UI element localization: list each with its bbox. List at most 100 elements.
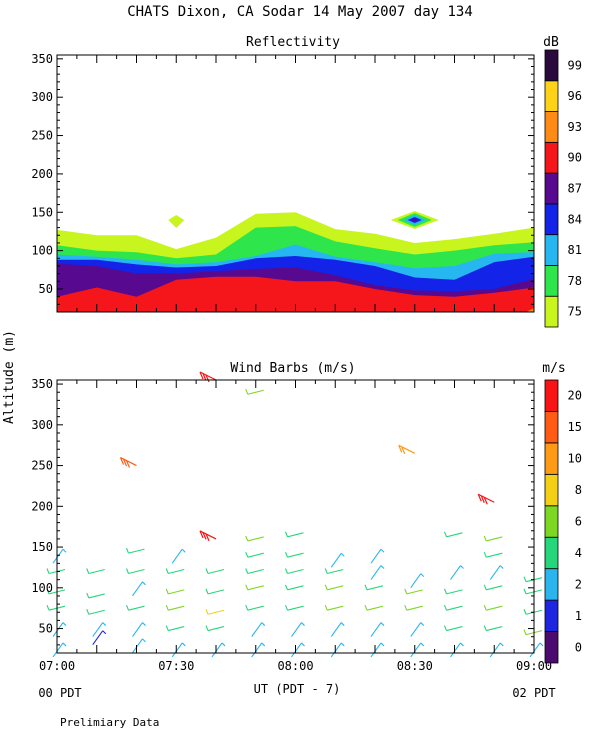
wind-barb-shaft (88, 568, 105, 575)
colorbar-segment (544, 411, 559, 444)
wind-barb-flag (62, 622, 67, 626)
wind-barb-flag (380, 642, 385, 647)
wind-barb (284, 584, 304, 591)
wind-colorbar: 0 1 2 4 6 8 10 15 20 (544, 379, 582, 664)
wind-barb (450, 565, 464, 580)
wind-barb-flag (539, 642, 544, 647)
wind-barb (370, 548, 385, 564)
wind-barb-flag (404, 588, 408, 595)
colorbar-segment (544, 141, 559, 174)
y-tick-label: 150 (31, 205, 53, 219)
x-right-sub-label: 02 PDT (512, 686, 555, 700)
wind-barb-flag (483, 552, 487, 558)
wind-barb-shaft (207, 568, 225, 575)
colorbar-tick-label: 90 (568, 151, 582, 165)
y-tick-label: 150 (31, 540, 53, 554)
wind-barb (410, 573, 425, 588)
wind-barb-flag (380, 548, 385, 553)
wind-barb-shaft (171, 642, 183, 658)
wind-barb (165, 568, 185, 575)
wind-barb (171, 548, 186, 564)
wind-barb-shaft (446, 532, 463, 538)
x-tick-label: 08:30 (397, 659, 433, 673)
wind-barb (330, 642, 345, 658)
wind-barb-shaft (291, 622, 302, 637)
colorbar-segment (544, 473, 559, 507)
reflectivity-colorbar-units: dB (543, 35, 559, 50)
reflectivity-sliver (526, 308, 534, 312)
wind-barb-flag (364, 604, 368, 611)
wind-axes: 50 100 150 200 250 300 350 07:00 07:30 08:00 08:30… (31, 377, 552, 673)
wind-barb-flag (245, 604, 249, 611)
wind-barb-flag (86, 592, 90, 599)
wind-barb-shaft (446, 626, 463, 632)
colorbar-segment (544, 49, 559, 82)
wind-barb-flag (380, 622, 385, 626)
wind-barb-shaft (168, 605, 185, 611)
x-tick-label: 07:30 (158, 659, 194, 673)
wind-barb (125, 604, 145, 611)
y-tick-label: 300 (31, 90, 53, 104)
wind-barb-flag (205, 609, 209, 615)
wind-barb-flag (125, 568, 130, 574)
wind-barb-shaft (477, 493, 495, 503)
wind-barb-flag (86, 609, 90, 615)
colorbar-tick-label: 15 (568, 420, 582, 434)
colorbar-segment (544, 631, 559, 664)
wind-barb (245, 584, 264, 591)
wind-barb-shaft (88, 609, 105, 615)
wind-barb-shaft (168, 589, 185, 595)
reflectivity-axes: 50 100 150 200 250 300 350 (31, 52, 535, 313)
y-tick-label: 50 (39, 282, 53, 296)
wind-barb-flag (523, 576, 527, 582)
wind-barb-shaft (287, 552, 304, 558)
wind-barb-flag (380, 565, 385, 569)
wind-barb-shaft (168, 626, 185, 632)
wind-barb-flag (340, 642, 345, 647)
wind-barb (291, 642, 305, 658)
wind-barb (291, 622, 305, 637)
wind-barb-shaft (247, 552, 264, 558)
y-tick-label: 250 (31, 459, 53, 473)
wind-barb (370, 565, 385, 580)
colorbar-segment (544, 536, 559, 570)
colorbar-tick-label: 87 (568, 182, 582, 196)
wind-barb-flag (284, 552, 289, 558)
wind-barb-flag (199, 530, 204, 539)
wind-barb (165, 625, 185, 632)
wind-barb-flag (62, 548, 67, 553)
wind-barb-shaft (287, 568, 304, 575)
wind-barb-shaft (207, 589, 225, 595)
wind-barb (199, 530, 217, 542)
wind-barb (245, 389, 264, 395)
y-tick-label: 100 (31, 244, 53, 258)
wind-barb-flag (284, 584, 289, 591)
reflectivity-core-ring (411, 218, 418, 222)
y-tick-label: 300 (31, 418, 53, 432)
colorbar-segment (544, 379, 559, 412)
wind-barb-flag (202, 373, 207, 381)
wind-barb-shaft (171, 548, 183, 564)
wind-barb-flag (199, 371, 204, 380)
wind-barb (443, 531, 463, 538)
wind-barb (119, 457, 137, 468)
wind-barb-flag (165, 604, 169, 611)
y-axis-label: Altitude (m) (2, 330, 17, 424)
wind-barb (443, 604, 463, 611)
colorbar-tick-label: 4 (575, 546, 582, 560)
wind-barb (245, 604, 264, 611)
wind-barb-flag (404, 604, 408, 611)
wind-barb (92, 630, 107, 646)
y-tick-label: 200 (31, 499, 53, 513)
wind-barb (245, 568, 264, 575)
x-left-sub-label: 00 PDT (38, 686, 81, 700)
wind-barb-shaft (327, 585, 344, 591)
wind-barb-shaft (327, 605, 344, 611)
wind-barb-shaft (291, 642, 302, 658)
y-tick-label: 350 (31, 377, 53, 391)
wind-barb-flag (125, 460, 131, 468)
wind-barb (211, 642, 226, 658)
wind-barb (52, 622, 67, 637)
wind-barb (364, 604, 384, 611)
wind-barb-shaft (92, 622, 104, 637)
